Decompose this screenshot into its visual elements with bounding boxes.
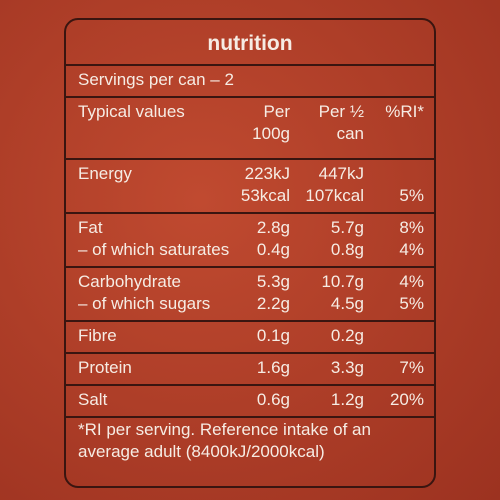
cell: 0.4g bbox=[256, 240, 290, 259]
cell: 1.6g bbox=[256, 358, 290, 377]
cell: 3.3g bbox=[330, 358, 364, 377]
cell: 5% bbox=[399, 294, 424, 313]
column-header: Typical values bbox=[78, 102, 185, 121]
cell: 0.8g bbox=[330, 240, 364, 259]
divider bbox=[64, 64, 436, 66]
column-header: Per ½ bbox=[318, 102, 364, 121]
divider bbox=[64, 320, 436, 322]
cell: 4% bbox=[399, 240, 424, 259]
cell: 107kcal bbox=[305, 186, 364, 205]
row-label: Energy bbox=[78, 164, 132, 183]
row-label: – of which saturates bbox=[78, 240, 230, 259]
row-label: Protein bbox=[78, 358, 132, 377]
cell: 447kJ bbox=[318, 164, 364, 183]
servings: Servings per can – 2 bbox=[78, 70, 234, 89]
row-label: Fibre bbox=[78, 326, 117, 345]
divider bbox=[64, 416, 436, 418]
row-label: Carbohydrate bbox=[78, 272, 182, 291]
row-label: Salt bbox=[78, 390, 108, 409]
divider bbox=[64, 266, 436, 268]
title: nutrition bbox=[207, 32, 293, 55]
cell: 10.7g bbox=[321, 272, 364, 291]
column-header: %RI* bbox=[385, 102, 424, 121]
cell: 0.2g bbox=[330, 326, 364, 345]
cell: 7% bbox=[399, 358, 424, 377]
column-header: 100g bbox=[252, 124, 290, 143]
cell: 2.8g bbox=[256, 218, 290, 237]
cell: 1.2g bbox=[330, 390, 364, 409]
cell: 5.3g bbox=[256, 272, 290, 291]
footnote: *RI per serving. Reference intake of an bbox=[78, 420, 371, 439]
column-header: Per bbox=[263, 102, 290, 121]
cell: 20% bbox=[389, 390, 424, 409]
row-label: – of which sugars bbox=[78, 294, 211, 313]
column-header: can bbox=[336, 124, 364, 143]
cell: 4.5g bbox=[330, 294, 364, 313]
footnote: average adult (8400kJ/2000kcal) bbox=[78, 442, 325, 461]
divider bbox=[64, 384, 436, 386]
cell: 5.7g bbox=[330, 218, 364, 237]
row-label: Fat bbox=[78, 218, 103, 237]
divider bbox=[64, 212, 436, 214]
cell: 0.6g bbox=[256, 390, 290, 409]
cell: 53kcal bbox=[240, 186, 290, 205]
cell: 4% bbox=[399, 272, 424, 291]
label-border bbox=[64, 18, 436, 488]
cell: 5% bbox=[399, 186, 424, 205]
cell: 0.1g bbox=[256, 326, 290, 345]
cell: 2.2g bbox=[256, 294, 290, 313]
divider bbox=[64, 158, 436, 160]
cell: 8% bbox=[399, 218, 424, 237]
cell: 223kJ bbox=[244, 164, 290, 183]
divider bbox=[64, 96, 436, 98]
divider bbox=[64, 352, 436, 354]
